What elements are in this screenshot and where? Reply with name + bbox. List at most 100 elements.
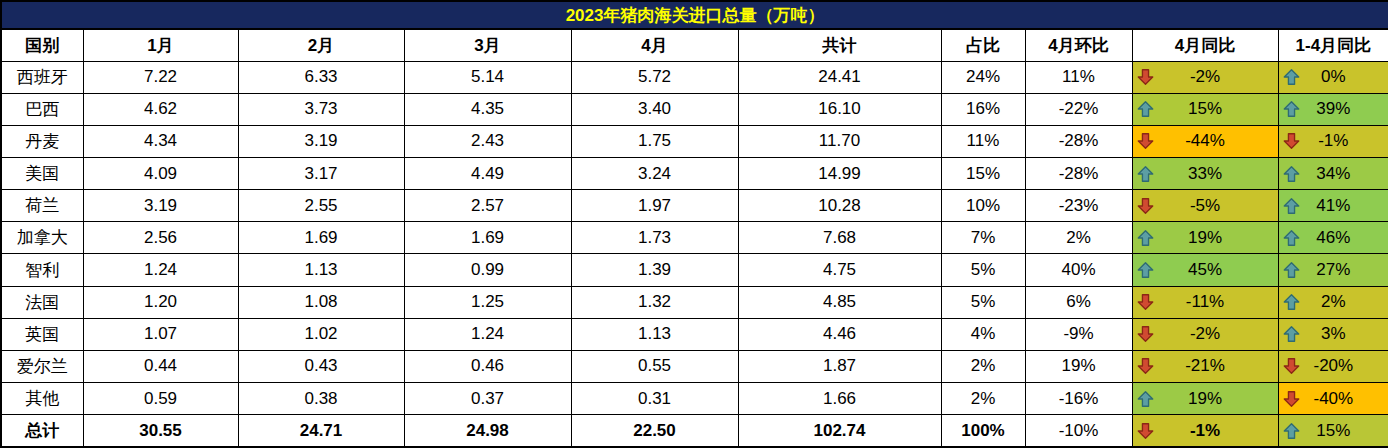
jan-cell: 30.55 — [83, 415, 238, 447]
col-header-country: 国别 — [1, 29, 83, 61]
mar-cell: 1.24 — [404, 318, 571, 350]
apr-cell: 22.50 — [571, 415, 738, 447]
table-row: 英国 1.07 1.02 1.24 1.13 4.46 4% -9% -2% 3… — [1, 318, 1388, 350]
col-header-apr: 4月 — [571, 29, 738, 61]
total-cell: 7.68 — [738, 222, 941, 254]
yoy-jan-apr-value: 46% — [1316, 228, 1350, 248]
mom-cell: -10% — [1025, 415, 1132, 447]
country-cell: 智利 — [1, 254, 83, 286]
arrow-up-icon — [1283, 165, 1300, 182]
yoy-apr-cell: 19% — [1132, 222, 1278, 254]
mom-cell: 19% — [1025, 350, 1132, 382]
feb-cell: 3.17 — [238, 157, 404, 189]
mom-cell: -28% — [1025, 157, 1132, 189]
col-header-yoy-apr: 4月同比 — [1132, 29, 1278, 61]
yoy-jan-apr-value: 0% — [1321, 67, 1346, 87]
arrow-up-icon — [1137, 262, 1154, 279]
share-cell: 24% — [941, 61, 1025, 93]
total-cell: 11.70 — [738, 125, 941, 157]
yoy-jan-apr-value: 34% — [1316, 164, 1350, 184]
country-cell: 总计 — [1, 415, 83, 447]
mar-cell: 0.99 — [404, 254, 571, 286]
mar-cell: 2.43 — [404, 125, 571, 157]
share-cell: 7% — [941, 222, 1025, 254]
yoy-jan-apr-value: 3% — [1321, 324, 1346, 344]
arrow-down-icon — [1283, 358, 1300, 375]
yoy-apr-value: 19% — [1188, 389, 1222, 409]
table-row: 智利 1.24 1.13 0.99 1.39 4.75 5% 40% 45% 2… — [1, 254, 1388, 286]
yoy-apr-value: -11% — [1186, 292, 1224, 312]
jan-cell: 0.59 — [83, 383, 238, 415]
arrow-up-icon — [1283, 422, 1300, 439]
mom-cell: 6% — [1025, 286, 1132, 318]
share-cell: 15% — [941, 157, 1025, 189]
jan-cell: 1.20 — [83, 286, 238, 318]
share-cell: 5% — [941, 286, 1025, 318]
jan-cell: 2.56 — [83, 222, 238, 254]
yoy-jan-apr-cell: 3% — [1278, 318, 1388, 350]
mom-cell: -28% — [1025, 125, 1132, 157]
data-table: 2023年猪肉海关进口总量（万吨） 国别 1月 2月 3月 4月 共计 占比 4… — [0, 0, 1388, 448]
col-header-yoy-jan-apr: 1-4月同比 — [1278, 29, 1388, 61]
apr-cell: 1.97 — [571, 190, 738, 222]
jan-cell: 1.07 — [83, 318, 238, 350]
mar-cell: 4.49 — [404, 157, 571, 189]
country-cell: 巴西 — [1, 93, 83, 125]
yoy-apr-cell: 15% — [1132, 93, 1278, 125]
table-row: 美国 4.09 3.17 4.49 3.24 14.99 15% -28% 33… — [1, 157, 1388, 189]
col-header-jan: 1月 — [83, 29, 238, 61]
apr-cell: 0.31 — [571, 383, 738, 415]
col-header-feb: 2月 — [238, 29, 404, 61]
yoy-jan-apr-cell: 34% — [1278, 157, 1388, 189]
yoy-jan-apr-cell: 15% — [1278, 415, 1388, 447]
apr-cell: 1.32 — [571, 286, 738, 318]
apr-cell: 0.55 — [571, 350, 738, 382]
mar-cell: 0.46 — [404, 350, 571, 382]
mom-cell: -16% — [1025, 383, 1132, 415]
arrow-down-icon — [1137, 358, 1154, 375]
jan-cell: 1.24 — [83, 254, 238, 286]
feb-cell: 1.13 — [238, 254, 404, 286]
apr-cell: 1.73 — [571, 222, 738, 254]
yoy-jan-apr-cell: 41% — [1278, 190, 1388, 222]
yoy-jan-apr-value: 39% — [1316, 99, 1350, 119]
mom-cell: 11% — [1025, 61, 1132, 93]
table-row: 丹麦 4.34 3.19 2.43 1.75 11.70 11% -28% -4… — [1, 125, 1388, 157]
yoy-apr-value: 15% — [1188, 99, 1222, 119]
arrow-down-icon — [1137, 422, 1154, 439]
col-header-total: 共计 — [738, 29, 941, 61]
table-row: 荷兰 3.19 2.55 2.57 1.97 10.28 10% -23% -5… — [1, 190, 1388, 222]
total-cell: 16.10 — [738, 93, 941, 125]
mom-cell: -22% — [1025, 93, 1132, 125]
share-cell: 10% — [941, 190, 1025, 222]
country-cell: 加拿大 — [1, 222, 83, 254]
yoy-apr-cell: -44% — [1132, 125, 1278, 157]
arrow-up-icon — [1283, 229, 1300, 246]
total-cell: 1.66 — [738, 383, 941, 415]
jan-cell: 3.19 — [83, 190, 238, 222]
feb-cell: 3.73 — [238, 93, 404, 125]
title-row: 2023年猪肉海关进口总量（万吨） — [1, 1, 1388, 29]
feb-cell: 1.69 — [238, 222, 404, 254]
feb-cell: 0.43 — [238, 350, 404, 382]
arrow-up-icon — [1137, 229, 1154, 246]
table-row: 西班牙 7.22 6.33 5.14 5.72 24.41 24% 11% -2… — [1, 61, 1388, 93]
feb-cell: 24.71 — [238, 415, 404, 447]
mar-cell: 1.69 — [404, 222, 571, 254]
yoy-jan-apr-value: -20% — [1313, 356, 1353, 376]
mar-cell: 0.37 — [404, 383, 571, 415]
yoy-apr-cell: 19% — [1132, 383, 1278, 415]
jan-cell: 4.09 — [83, 157, 238, 189]
yoy-apr-value: -2% — [1190, 67, 1220, 87]
total-cell: 1.87 — [738, 350, 941, 382]
mar-cell: 4.35 — [404, 93, 571, 125]
yoy-jan-apr-cell: 39% — [1278, 93, 1388, 125]
table-row: 其他 0.59 0.38 0.37 0.31 1.66 2% -16% 19% … — [1, 383, 1388, 415]
yoy-apr-value: -1% — [1190, 421, 1220, 441]
yoy-apr-cell: -1% — [1132, 415, 1278, 447]
apr-cell: 3.40 — [571, 93, 738, 125]
total-cell: 102.74 — [738, 415, 941, 447]
col-header-share: 占比 — [941, 29, 1025, 61]
apr-cell: 1.13 — [571, 318, 738, 350]
share-cell: 4% — [941, 318, 1025, 350]
